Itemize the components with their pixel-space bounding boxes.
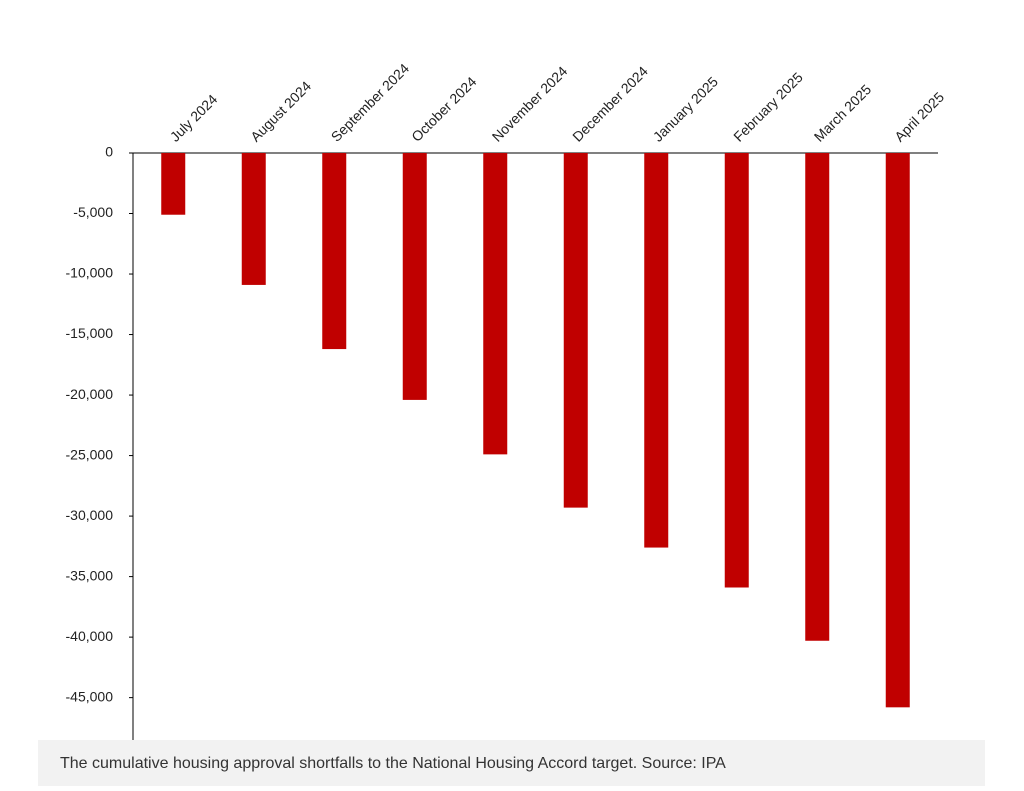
caption-box [38, 740, 985, 786]
y-tick-label: -20,000 [66, 386, 114, 402]
bar [322, 153, 347, 350]
x-tick-label: March 2025 [811, 81, 875, 145]
y-tick-label: -25,000 [66, 446, 114, 462]
x-tick-label: August 2024 [247, 78, 314, 145]
x-tick-label: November 2024 [489, 63, 571, 145]
x-tick-label: January 2025 [650, 73, 721, 144]
bar [483, 153, 508, 455]
y-tick-label: -35,000 [66, 567, 114, 583]
x-tick-label: April 2025 [891, 89, 947, 145]
x-tick-label: October 2024 [408, 73, 479, 144]
bar [885, 153, 910, 708]
y-tick-label: -30,000 [66, 507, 114, 523]
y-tick-label: 0 [105, 144, 113, 160]
y-tick-label: -10,000 [66, 265, 114, 281]
bar [805, 153, 830, 641]
y-tick-label: -5,000 [73, 204, 113, 220]
bar [241, 153, 266, 285]
x-tick-label: July 2024 [167, 91, 221, 145]
x-tick-label: September 2024 [328, 60, 413, 145]
bar [724, 153, 749, 588]
bar [402, 153, 427, 400]
y-tick-label: -15,000 [66, 325, 114, 341]
y-tick-label: -45,000 [66, 688, 114, 704]
y-tick-label: -40,000 [66, 628, 114, 644]
caption: The cumulative housing approval shortfal… [60, 755, 726, 772]
x-tick-label: December 2024 [569, 63, 651, 145]
bar [563, 153, 588, 508]
bar [644, 153, 669, 548]
bar [161, 153, 186, 215]
x-tick-label: February 2025 [730, 69, 806, 145]
